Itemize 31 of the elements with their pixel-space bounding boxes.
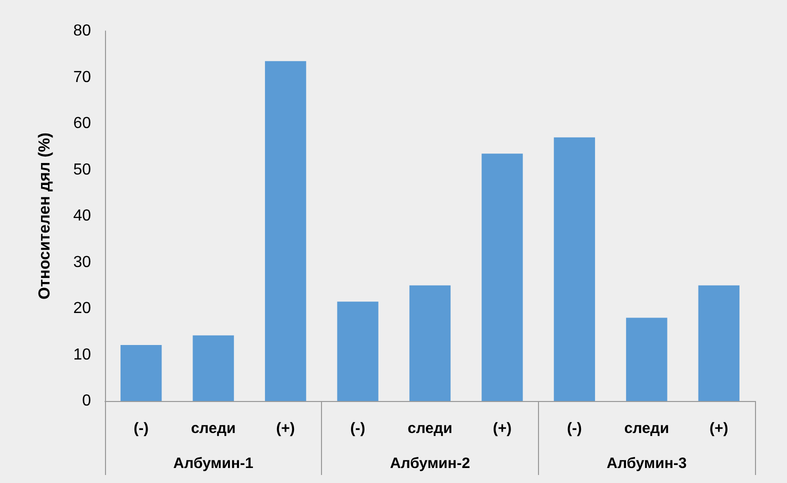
y-tick-label: 40 — [73, 208, 92, 224]
y-axis-title: Относителен дял (%) — [36, 132, 54, 300]
text: Албумин-1 — [173, 455, 254, 472]
y-tick-label: 20 — [73, 300, 92, 317]
y-tick-label: 70 — [73, 68, 92, 86]
bar — [337, 302, 378, 401]
bar — [120, 345, 162, 401]
x-tick-label: (-) — [566, 420, 582, 437]
text: Албумин-2 — [390, 455, 470, 472]
y-tick-label: 0 — [82, 392, 92, 410]
y-tick-label: 30 — [73, 254, 92, 271]
x-tick-label: (+) — [492, 420, 512, 437]
x-tick-label: (+) — [276, 420, 295, 437]
x-tick-label: следи — [190, 420, 236, 437]
y-tick-label: 80 — [73, 22, 92, 40]
y-tick-label: 60 — [73, 115, 92, 132]
x-tick-label: (+) — [710, 420, 728, 437]
y-tick-label: 10 — [73, 346, 92, 364]
x-tick-label: (-) — [350, 420, 366, 437]
x-tick-label: следи — [408, 420, 452, 437]
x-tick-label: (-) — [134, 420, 149, 437]
x-tick-label: следи — [624, 420, 670, 437]
bar — [626, 318, 668, 401]
text: Албумин-3 — [606, 455, 687, 472]
bar — [482, 154, 523, 401]
bar — [554, 137, 596, 401]
bar — [698, 285, 740, 401]
y-tick-label: 50 — [73, 161, 92, 178]
bar — [409, 285, 451, 401]
bar — [192, 335, 234, 401]
bar — [264, 61, 306, 401]
